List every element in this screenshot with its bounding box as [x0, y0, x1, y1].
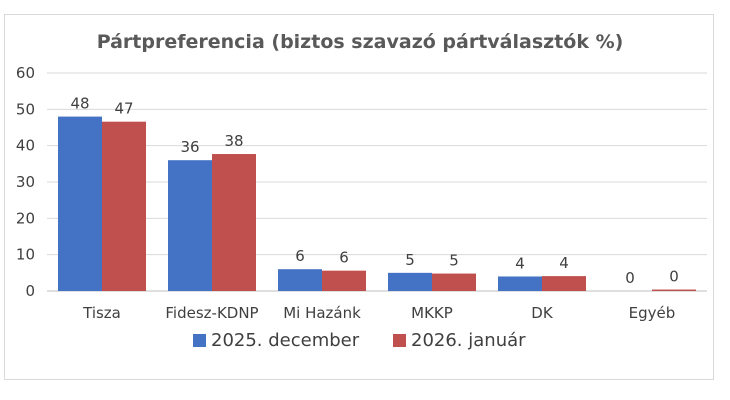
x-category-label: Fidesz-KDNP [165, 304, 258, 322]
bar [212, 154, 256, 291]
grid-lines [47, 72, 707, 292]
x-axis-labels: Tisza Fidesz-KDNP Mi Hazánk MKKP DK Egyéb [82, 304, 675, 322]
y-tick-label: 10 [16, 246, 35, 264]
data-label: 4 [515, 254, 525, 272]
bar [652, 289, 696, 291]
x-category-label: DK [531, 304, 554, 322]
legend-swatch [193, 334, 206, 347]
bar [542, 276, 586, 291]
y-tick-label: 60 [16, 64, 35, 82]
legend-label: 2026. január [411, 330, 526, 351]
data-label: 0 [669, 268, 679, 286]
data-label: 0 [625, 269, 635, 287]
chart-title: Pártpreferencia (biztos szavazó pártvála… [97, 31, 624, 53]
chart-frame: Pártpreferencia (biztos szavazó pártvála… [4, 14, 714, 380]
data-label: 38 [224, 132, 243, 150]
data-label: 5 [449, 252, 459, 270]
x-category-label: Mi Hazánk [283, 304, 361, 322]
y-axis: 0 10 20 30 40 50 60 [16, 64, 35, 300]
data-label: 4 [559, 254, 569, 272]
bar [322, 270, 366, 291]
bar [498, 276, 542, 291]
y-tick-label: 30 [16, 173, 35, 191]
bars [58, 116, 696, 291]
legend: 2025. december 2026. január [193, 330, 526, 351]
legend-label: 2025. december [211, 330, 360, 351]
x-category-label: Tisza [82, 304, 121, 322]
bar [102, 121, 146, 291]
y-tick-label: 40 [16, 137, 35, 155]
y-tick-label: 50 [16, 100, 35, 118]
data-label: 6 [295, 247, 305, 265]
bar [388, 272, 432, 291]
data-label: 5 [405, 251, 415, 269]
y-tick-label: 0 [25, 282, 35, 300]
data-labels: 48 47 36 38 6 6 5 5 4 4 0 0 [70, 95, 678, 287]
bar [58, 116, 102, 291]
data-label: 36 [180, 138, 199, 156]
legend-swatch [393, 334, 406, 347]
bar [278, 269, 322, 291]
bar [432, 273, 476, 291]
x-category-label: MKKP [411, 304, 453, 322]
bar-chart: Pártpreferencia (biztos szavazó pártvála… [16, 31, 707, 351]
data-label: 47 [114, 100, 133, 118]
data-label: 6 [339, 249, 349, 267]
bar [168, 160, 212, 291]
x-category-label: Egyéb [629, 304, 676, 322]
y-tick-label: 20 [16, 209, 35, 227]
data-label: 48 [70, 95, 89, 113]
